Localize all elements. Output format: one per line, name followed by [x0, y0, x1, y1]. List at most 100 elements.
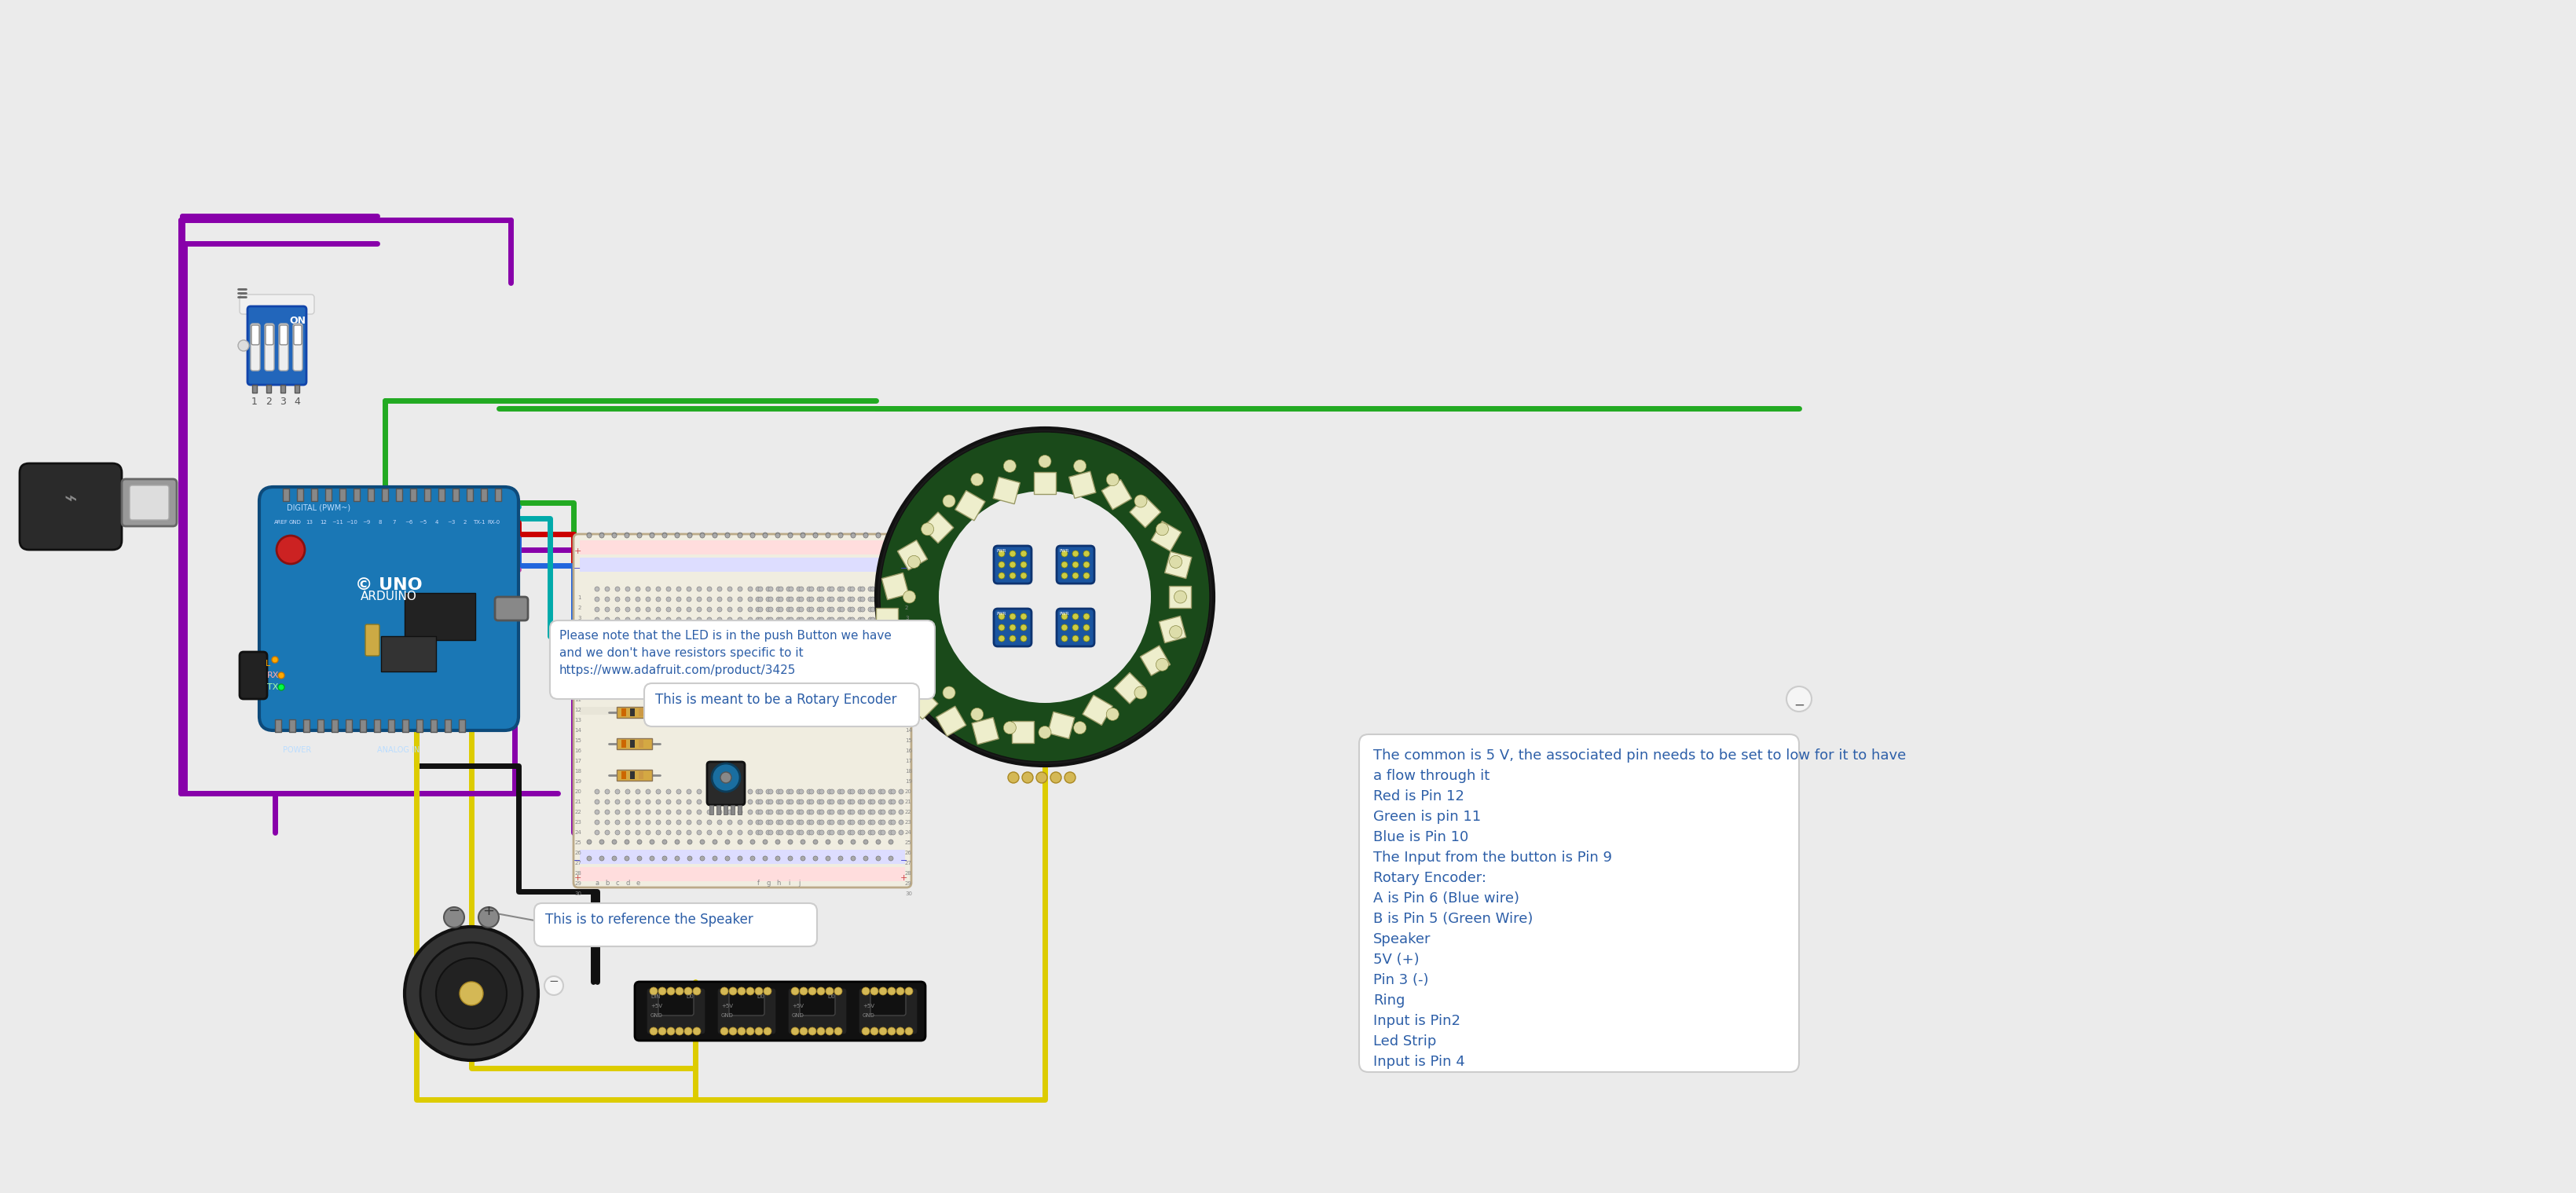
Circle shape [616, 628, 621, 632]
Circle shape [765, 799, 770, 804]
Circle shape [829, 596, 835, 601]
Bar [621, 740, 626, 748]
Text: 3: 3 [577, 616, 582, 620]
Circle shape [765, 790, 770, 795]
Bar [1103, 480, 1131, 509]
Circle shape [623, 532, 629, 537]
Text: −: − [899, 857, 907, 865]
Circle shape [860, 799, 866, 804]
Circle shape [907, 556, 920, 568]
Circle shape [1082, 636, 1090, 642]
Text: 14: 14 [574, 728, 582, 733]
Bar [721, 712, 724, 717]
Circle shape [891, 596, 896, 601]
Circle shape [796, 596, 801, 601]
Text: PWR: PWR [997, 612, 1007, 616]
Circle shape [858, 820, 863, 824]
Circle shape [278, 673, 283, 679]
Circle shape [778, 810, 783, 815]
Circle shape [817, 799, 822, 804]
Circle shape [716, 587, 721, 592]
Circle shape [899, 830, 904, 835]
Text: 26: 26 [904, 851, 912, 855]
FancyBboxPatch shape [278, 323, 289, 371]
Bar [881, 573, 909, 600]
Text: 1: 1 [904, 595, 909, 600]
Circle shape [706, 628, 711, 632]
Circle shape [762, 532, 768, 537]
Circle shape [1007, 772, 1018, 783]
Circle shape [827, 830, 832, 835]
Circle shape [809, 596, 814, 601]
Circle shape [600, 857, 603, 861]
Circle shape [850, 790, 855, 795]
Circle shape [657, 1027, 667, 1036]
Circle shape [1020, 573, 1025, 579]
Circle shape [595, 799, 600, 804]
Circle shape [657, 799, 659, 804]
Circle shape [1072, 613, 1079, 619]
Circle shape [881, 596, 886, 601]
Circle shape [775, 840, 781, 845]
Circle shape [750, 533, 755, 538]
Circle shape [881, 628, 886, 632]
Text: +: + [899, 548, 907, 555]
Circle shape [706, 810, 711, 815]
Circle shape [868, 587, 873, 592]
Circle shape [824, 840, 829, 845]
FancyBboxPatch shape [281, 326, 289, 345]
Circle shape [716, 790, 721, 795]
Circle shape [775, 628, 781, 632]
Circle shape [881, 830, 886, 835]
Circle shape [778, 830, 783, 835]
Circle shape [806, 790, 811, 795]
Text: ~6: ~6 [404, 520, 412, 525]
Circle shape [806, 810, 811, 815]
Circle shape [636, 820, 639, 824]
Circle shape [1036, 772, 1046, 783]
Circle shape [878, 988, 886, 995]
Circle shape [716, 596, 721, 601]
FancyBboxPatch shape [240, 295, 314, 314]
Circle shape [747, 830, 752, 835]
Circle shape [685, 617, 690, 622]
Circle shape [817, 596, 822, 601]
Circle shape [871, 830, 876, 835]
Circle shape [829, 830, 835, 835]
Circle shape [817, 790, 822, 795]
Text: 16: 16 [904, 748, 912, 753]
Circle shape [729, 1027, 737, 1036]
Circle shape [724, 532, 729, 537]
Circle shape [878, 790, 884, 795]
Circle shape [809, 799, 814, 804]
Circle shape [657, 617, 659, 622]
Text: TX-1: TX-1 [474, 520, 484, 525]
Bar [580, 540, 904, 555]
Circle shape [1105, 707, 1118, 721]
Text: 24: 24 [574, 830, 582, 835]
Circle shape [747, 810, 752, 815]
Bar [332, 719, 337, 733]
Circle shape [778, 617, 783, 622]
Circle shape [1061, 573, 1066, 579]
FancyBboxPatch shape [265, 323, 273, 371]
Circle shape [755, 790, 760, 795]
Circle shape [616, 799, 621, 804]
Text: 15: 15 [904, 738, 912, 743]
Circle shape [693, 1027, 701, 1036]
Circle shape [626, 820, 631, 824]
Circle shape [819, 830, 824, 835]
Circle shape [675, 607, 680, 612]
Circle shape [814, 533, 817, 538]
Circle shape [657, 628, 659, 632]
Bar [616, 769, 652, 780]
Circle shape [605, 628, 611, 632]
Circle shape [778, 587, 783, 592]
Text: 3: 3 [281, 396, 286, 407]
Circle shape [675, 790, 680, 795]
Text: The Input from the button is Pin 9: The Input from the button is Pin 9 [1373, 851, 1613, 865]
Bar [935, 706, 966, 736]
Circle shape [278, 684, 283, 691]
Circle shape [1072, 624, 1079, 631]
Text: Led Strip: Led Strip [1373, 1034, 1435, 1049]
